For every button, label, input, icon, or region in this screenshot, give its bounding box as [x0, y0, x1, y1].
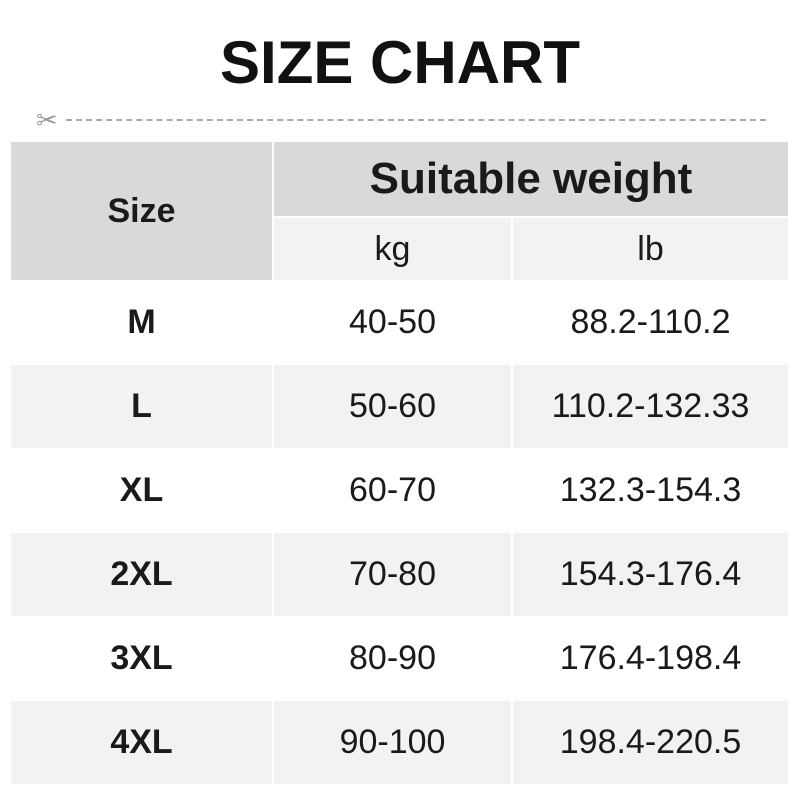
cell-size: M: [127, 303, 156, 341]
cell-lb: 198.4-220.5: [513, 701, 788, 784]
cell-lb: 132.3-154.3: [559, 471, 742, 509]
header-lb: lb: [513, 218, 788, 280]
cell-size: 3XL: [110, 639, 173, 677]
cell-lb: 154.3-176.4: [513, 533, 788, 616]
cell-lb: 110.2-132.33: [513, 365, 788, 448]
cell-size: L: [11, 365, 272, 448]
cell-size: XL: [119, 471, 164, 509]
cell-kg: 90-100: [274, 701, 511, 784]
page-title: SIZE CHART: [220, 29, 580, 96]
scissors-icon: ✂: [36, 105, 58, 135]
cell-kg: 70-80: [274, 533, 511, 616]
cell-lb: 88.2-110.2: [570, 303, 731, 341]
cell-kg: 80-90: [349, 639, 436, 677]
cell-lb: 176.4-198.4: [559, 639, 742, 677]
header-kg: kg: [274, 218, 511, 280]
cut-line: ✂: [36, 105, 766, 135]
dashed-line: [66, 119, 766, 121]
cell-kg: 40-50: [349, 303, 436, 341]
cell-size: 4XL: [11, 701, 272, 784]
cell-kg: 50-60: [274, 365, 511, 448]
header-suitable-weight: Suitable weight: [274, 142, 788, 216]
header-size: Size: [11, 142, 272, 280]
cell-kg: 60-70: [349, 471, 436, 509]
cell-size: 2XL: [11, 533, 272, 616]
